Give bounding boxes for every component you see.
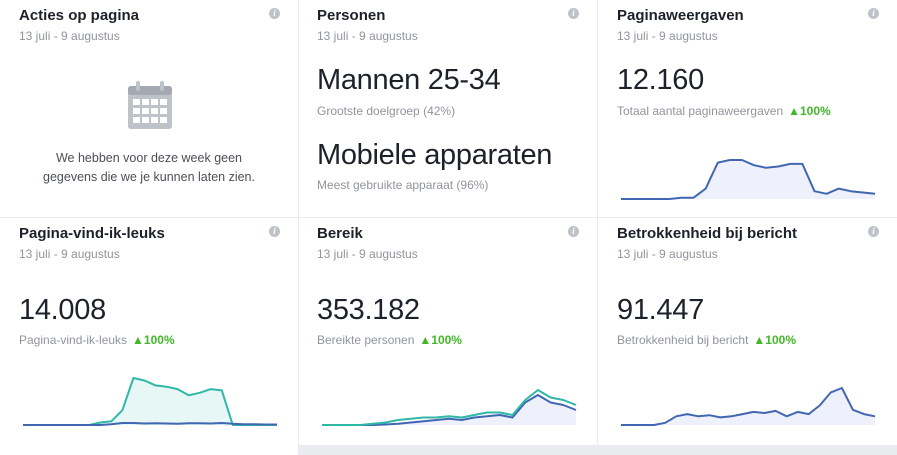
card-title[interactable]: Paginaweergaven (617, 7, 744, 24)
date-range: 13 juli - 9 augustus (317, 29, 418, 43)
series-primary-area (621, 160, 875, 199)
metric-value: 14.008 (19, 294, 106, 326)
card-title[interactable]: Acties op pagina (19, 7, 140, 24)
empty-state-message: We hebben voor deze week geen gegevens d… (43, 151, 255, 184)
metric-value: 12.160 (617, 64, 704, 96)
secondary-value: Mobiele apparaten (317, 139, 553, 171)
series-secondary-area (322, 395, 576, 425)
info-icon[interactable]: i (568, 226, 579, 237)
metric-caption-text: Bereikte personen (317, 333, 415, 347)
card-title[interactable]: Pagina-vind-ik-leuks (19, 225, 165, 242)
metric-value: 353.182 (317, 294, 420, 326)
card-betrokkenheid-bij-bericht[interactable]: Betrokkenheid bij bericht 13 juli - 9 au… (598, 218, 897, 445)
calendar-icon (128, 81, 172, 129)
change-badge: ▲100% (132, 333, 175, 347)
card-title[interactable]: Personen (317, 7, 386, 24)
info-icon[interactable]: i (568, 8, 579, 19)
metric-caption-text: Betrokkenheid bij bericht (617, 333, 749, 347)
change-badge: ▲100% (753, 333, 796, 347)
card-title[interactable]: Betrokkenheid bij bericht (617, 225, 798, 242)
series-primary-area (23, 378, 277, 425)
sparkline-chart (23, 377, 277, 426)
card-bereik[interactable]: Bereik 13 juli - 9 augustus i 353.182 Be… (299, 218, 597, 445)
sparkline-chart (621, 387, 876, 426)
date-range: 13 juli - 9 augustus (19, 247, 120, 261)
date-range: 13 juli - 9 augustus (19, 29, 120, 43)
card-acties-op-pagina[interactable]: Acties op pagina 13 juli - 9 augustus i … (0, 0, 298, 217)
card-pagina-vind-ik-leuks[interactable]: Pagina-vind-ik-leuks 13 juli - 9 augustu… (0, 218, 298, 445)
series-primary-line (322, 389, 577, 426)
info-icon[interactable]: i (868, 226, 879, 237)
metric-caption: Betrokkenheid bij bericht ▲100% (617, 333, 796, 347)
date-range: 13 juli - 9 augustus (617, 29, 718, 43)
metric-caption-text: Totaal aantal paginaweergaven (617, 104, 784, 118)
sparkline-chart (621, 159, 876, 200)
series-primary-line (621, 387, 876, 426)
metric-caption-text: Pagina-vind-ik-leuks (19, 333, 128, 347)
info-icon[interactable]: i (868, 8, 879, 19)
card-personen[interactable]: Personen 13 juli - 9 augustus i Mannen 2… (299, 0, 597, 217)
primary-value: Mannen 25-34 (317, 64, 501, 96)
card-paginaweergaven[interactable]: Paginaweergaven 13 juli - 9 augustus i 1… (598, 0, 897, 217)
date-range: 13 juli - 9 augustus (617, 247, 718, 261)
metric-value: 91.447 (617, 294, 704, 326)
metric-caption: Pagina-vind-ik-leuks ▲100% (19, 333, 175, 347)
metric-caption: Totaal aantal paginaweergaven ▲100% (617, 104, 831, 118)
info-icon[interactable]: i (269, 226, 280, 237)
secondary-caption: Meest gebruikte apparaat (96%) (317, 178, 489, 192)
info-icon[interactable]: i (269, 8, 280, 19)
date-range: 13 juli - 9 augustus (317, 247, 418, 261)
change-badge: ▲100% (788, 104, 831, 118)
sparkline-chart (322, 389, 577, 426)
series-primary-line (621, 159, 876, 200)
metric-caption: Bereikte personen ▲100% (317, 333, 462, 347)
card-title[interactable]: Bereik (317, 225, 363, 242)
series-primary-area (621, 388, 875, 425)
series-secondary-line (23, 422, 277, 426)
change-badge: ▲100% (419, 333, 462, 347)
primary-caption: Grootste doelgroep (42%) (317, 104, 456, 118)
card-bottom-edge (0, 445, 298, 455)
